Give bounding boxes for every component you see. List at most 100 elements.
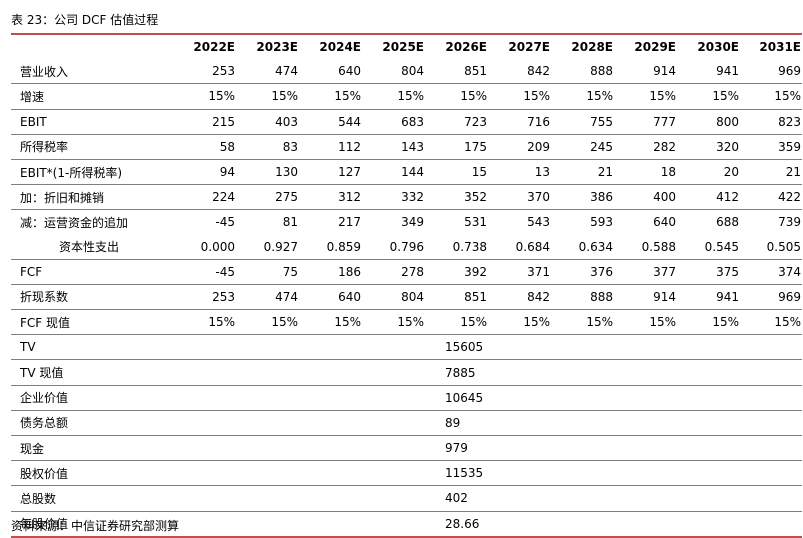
column-header: 2028E	[551, 32, 614, 60]
value-cell: 914	[614, 284, 677, 311]
row-label: 营业收入	[11, 59, 171, 85]
value-cell: 18	[614, 159, 677, 186]
value-cell: 823	[740, 109, 802, 135]
table-row: 资本性支出 0.000 0.927 0.859 0.796 0.738 0.684 0.634…	[11, 234, 802, 260]
value-cell: 15%	[488, 309, 551, 336]
value-cell: 412	[677, 184, 740, 211]
value-cell: 474	[236, 59, 299, 85]
value-cell: 312	[299, 184, 362, 211]
value-cell: 374	[740, 259, 802, 285]
value-cell: 186	[299, 259, 362, 285]
value-cell: 75	[236, 259, 299, 285]
value-cell: 15%	[425, 83, 488, 110]
value-cell: 278	[362, 259, 425, 285]
value-cell: 531	[464, 215, 487, 230]
value-cell: 359	[740, 134, 802, 160]
summary-row: 股权价值 11535	[11, 460, 802, 487]
summary-value: 28.66	[171, 511, 802, 538]
value-cell: 15%	[551, 83, 614, 110]
value-cell: 969	[740, 284, 802, 311]
summary-value: 11535	[171, 460, 802, 487]
value-cell: 144	[362, 159, 425, 186]
value-cell: 253	[171, 284, 236, 311]
value-cell: 800	[677, 109, 740, 135]
column-header: 2030E	[677, 32, 740, 60]
value-cell: 209	[488, 134, 551, 160]
value-cell: 739	[778, 215, 801, 230]
value-cell: 804	[362, 284, 425, 311]
value-cell: 640	[653, 215, 676, 230]
value-cell: 15%	[740, 309, 802, 336]
row-label: FCF	[11, 259, 171, 285]
value-cell: 888	[551, 59, 614, 85]
table-row: FCF -45 75 186 278 392 371 376 377 375 374	[11, 259, 802, 285]
summary-value: 89	[171, 410, 802, 437]
value-cell: 969	[740, 59, 802, 85]
value-cell: -45	[171, 259, 236, 285]
value-cell: 640	[299, 284, 362, 311]
value-cell: 58	[171, 134, 236, 160]
source-note: 资料来源：中信证券研究部测算	[11, 519, 180, 533]
value-cell: 320	[677, 134, 740, 160]
table-title: 表 23：公司 DCF 估值过程	[11, 13, 159, 27]
value-cell: 175	[425, 134, 488, 160]
value-cell: 0.738	[425, 234, 488, 260]
table-row: 所得税率 58 83 112 143 175 209 245 282 320 359	[11, 134, 802, 160]
value-cell: 804	[362, 59, 425, 85]
value-cell: 842	[488, 59, 551, 85]
value-cell: 0.505	[740, 234, 802, 260]
row-label: 减：运营资金的追加	[20, 215, 129, 230]
value-cell: 0.000	[171, 234, 236, 260]
value-cell: 392	[425, 259, 488, 285]
value-cell: 777	[614, 109, 677, 135]
value-cell: 755	[551, 109, 614, 135]
value-cell: 370	[488, 184, 551, 211]
value-cell: 15%	[171, 309, 236, 336]
value-cell: 683	[362, 109, 425, 135]
value-cell: 15%	[362, 83, 425, 110]
value-cell: 593	[590, 215, 613, 230]
value-cell: 851	[425, 284, 488, 311]
summary-label: TV 现值	[11, 359, 171, 386]
value-cell: 0.859	[299, 234, 362, 260]
value-cell: 941	[677, 59, 740, 85]
table-row: EBIT*(1-所得税率) 94 130 127 144 15 13 21 18 20 21	[11, 159, 802, 186]
value-cell: 15%	[488, 83, 551, 110]
value-cell: 15%	[299, 309, 362, 336]
value-cell: 0.588	[614, 234, 677, 260]
value-cell: 386	[551, 184, 614, 211]
value-cell: 15%	[614, 83, 677, 110]
value-cell: 544	[299, 109, 362, 135]
column-header: 2031E	[740, 32, 802, 60]
column-header: 2026E	[425, 32, 488, 60]
value-cell: 15%	[171, 83, 236, 110]
value-cell: 349	[401, 215, 424, 230]
table-row: 增速 15% 15% 15% 15% 15% 15% 15% 15% 15% 15%	[11, 83, 802, 110]
table-row: FCF 现值 15% 15% 15% 15% 15% 15% 15% 15% 15% 15%	[11, 309, 802, 336]
value-cell: 377	[614, 259, 677, 285]
value-cell: 0.796	[362, 234, 425, 260]
value-cell: 376	[551, 259, 614, 285]
column-header: 2023E	[236, 32, 299, 60]
table-row: 折现系数 253 474 640 804 851 842 888 914 941 969	[11, 284, 802, 311]
value-cell: 15%	[677, 83, 740, 110]
column-header: 2022E	[171, 32, 236, 60]
value-cell: 15%	[614, 309, 677, 336]
value-cell: 543	[527, 215, 550, 230]
value-cell: -45	[215, 215, 235, 230]
row-label: FCF 现值	[11, 309, 171, 336]
value-cell: 403	[236, 109, 299, 135]
value-cell: 275	[236, 184, 299, 211]
value-cell: 716	[488, 109, 551, 135]
header-label-cell	[11, 32, 171, 60]
value-cell: 21	[740, 159, 802, 186]
value-cell: 474	[236, 284, 299, 311]
value-cell: 81	[282, 215, 298, 230]
value-cell: 13	[488, 159, 551, 186]
summary-label: 股权价值	[11, 460, 171, 487]
value-cell: 94	[171, 159, 236, 186]
summary-value: 15605	[171, 334, 802, 361]
value-cell: 15	[425, 159, 488, 186]
summary-row: TV 15605	[11, 334, 802, 361]
summary-row: 企业价值 10645	[11, 385, 802, 411]
